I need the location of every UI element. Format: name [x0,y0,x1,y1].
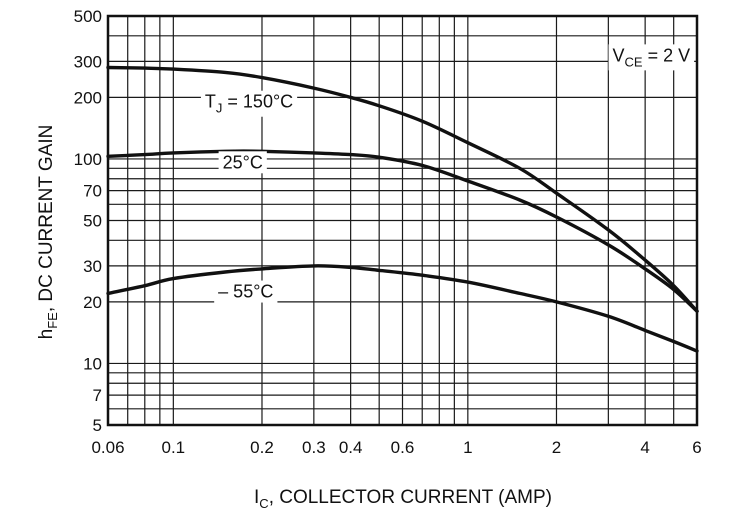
annotations: VCE = 2 V TJ = 150°C 25°C – 55°C [200,44,695,303]
x-tick-label: 0.2 [250,438,274,457]
annotation-background [608,44,695,71]
y-tick-label: 50 [83,212,102,231]
x-tick-label: 1 [463,438,472,457]
series-line-0 [106,65,699,313]
annotation-label-25: 25°C [223,152,263,172]
y-tick-label: 10 [83,354,102,373]
x-tick-label: 0.6 [391,438,415,457]
x-tick-label: 0.06 [91,438,124,457]
series-line-2 [106,264,699,353]
x-tick-label: 6 [692,438,701,457]
x-tick-label: 4 [640,438,649,457]
y-axis-label: hFE, DC CURRENT GAIN [36,125,60,340]
y-tick-label: 5 [93,416,102,435]
x-axis-label: IC, COLLECTOR CURRENT (AMP) [254,487,552,511]
grid-lines [107,15,698,426]
annotation-background [218,151,267,174]
annotation-background [200,90,298,117]
x-tick-labels: 0.06 0.1 0.2 0.3 0.4 0.6 1 2 4 6 [91,438,701,457]
annotation-label-m55: – 55°C [218,282,273,302]
y-tick-label: 500 [74,7,102,26]
y-tick-label: 7 [93,386,102,405]
y-tick-label: 100 [74,150,102,169]
x-tick-label: 0.3 [302,438,326,457]
series-line-1 [106,149,699,313]
y-tick-label: 70 [83,182,102,201]
x-tick-label: 0.4 [339,438,363,457]
y-tick-label: 30 [83,257,102,276]
annotation-background [214,280,278,303]
y-tick-label: 20 [83,293,102,312]
annotation-vce: VCE = 2 V [613,45,691,69]
series-lines [106,65,699,353]
y-tick-label: 300 [74,52,102,71]
y-tick-labels: 5 7 10 20 30 50 70 100 200 300 500 [74,7,102,435]
y-tick-label: 200 [74,88,102,107]
x-tick-label: 2 [552,438,561,457]
x-tick-label: 0.1 [162,438,186,457]
plot-frame [106,14,699,427]
annotation-label-150: TJ = 150°C [205,92,293,116]
